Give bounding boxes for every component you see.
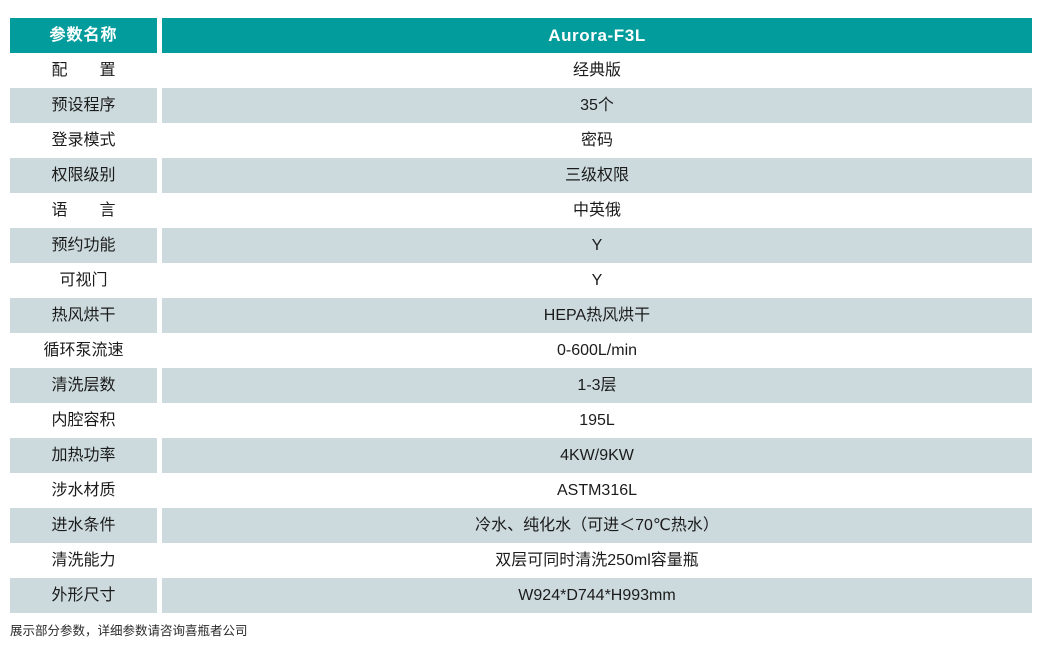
table-row: 权限级别 三级权限	[10, 158, 1032, 193]
column-divider	[157, 578, 162, 613]
column-divider	[157, 18, 162, 53]
row-label: 热风烘干	[10, 298, 157, 333]
table-row: 语 言中英俄	[10, 193, 1032, 228]
column-divider	[157, 88, 162, 123]
row-label: 可视门	[10, 263, 157, 298]
row-value: Y	[162, 228, 1032, 263]
row-value: 0-600L/min	[162, 333, 1032, 368]
row-label: 配 置	[10, 53, 157, 88]
column-divider	[157, 403, 162, 438]
table-row: 预约功能 Y	[10, 228, 1032, 263]
row-label: 循环泵流速	[10, 333, 157, 368]
row-value: 35个	[162, 88, 1032, 123]
table-header-row: 参数名称 Aurora-F3L	[10, 18, 1032, 53]
row-label: 外形尺寸	[10, 578, 157, 613]
table-header: 参数名称 Aurora-F3L	[10, 18, 1032, 53]
table-row: 外形尺寸 W924*D744*H993mm	[10, 578, 1032, 613]
row-label: 加热功率	[10, 438, 157, 473]
column-divider	[157, 193, 162, 228]
row-label: 内腔容积	[10, 403, 157, 438]
row-value: HEPA热风烘干	[162, 298, 1032, 333]
row-label: 权限级别	[10, 158, 157, 193]
column-divider	[157, 473, 162, 508]
table-row: 预设程序 35个	[10, 88, 1032, 123]
row-label: 清洗能力	[10, 543, 157, 578]
table-row: 可视门 Y	[10, 263, 1032, 298]
row-label: 涉水材质	[10, 473, 157, 508]
table-body: 配 置经典版 预设程序 35个 登录模式 密码 权限级别 三级权限语 言中英俄 预约功能 Y 可视…	[10, 53, 1032, 613]
table-row: 配 置经典版	[10, 53, 1032, 88]
table-row: 加热功率 4KW/9KW	[10, 438, 1032, 473]
table-row: 清洗能力 双层可同时清洗250ml容量瓶	[10, 543, 1032, 578]
column-divider	[157, 263, 162, 298]
row-value: 双层可同时清洗250ml容量瓶	[162, 543, 1032, 578]
header-label-parameter-name: 参数名称	[10, 18, 157, 53]
row-value: 195L	[162, 403, 1032, 438]
footnote-text: 展示部分参数，详细参数请咨询喜瓶者公司	[10, 624, 248, 638]
column-divider	[157, 228, 162, 263]
row-value: 经典版	[162, 53, 1032, 88]
column-divider	[157, 53, 162, 88]
header-value-model-name: Aurora-F3L	[162, 18, 1032, 53]
column-divider	[157, 333, 162, 368]
row-label: 登录模式	[10, 123, 157, 158]
row-label: 预约功能	[10, 228, 157, 263]
row-value: Y	[162, 263, 1032, 298]
row-label: 清洗层数	[10, 368, 157, 403]
column-divider	[157, 368, 162, 403]
row-label: 语 言	[10, 193, 157, 228]
column-divider	[157, 508, 162, 543]
column-divider	[157, 123, 162, 158]
row-value: 1-3层	[162, 368, 1032, 403]
table-row: 涉水材质 ASTM316L	[10, 473, 1032, 508]
table-row: 进水条件 冷水、纯化水（可进＜70℃热水）	[10, 508, 1032, 543]
table-row: 热风烘干 HEPA热风烘干	[10, 298, 1032, 333]
row-label: 进水条件	[10, 508, 157, 543]
row-value: 4KW/9KW	[162, 438, 1032, 473]
table-row: 内腔容积 195L	[10, 403, 1032, 438]
row-value: 冷水、纯化水（可进＜70℃热水）	[162, 508, 1032, 543]
table-row: 循环泵流速 0-600L/min	[10, 333, 1032, 368]
column-divider	[157, 438, 162, 473]
column-divider	[157, 543, 162, 578]
row-value: W924*D744*H993mm	[162, 578, 1032, 613]
row-value: ASTM316L	[162, 473, 1032, 508]
row-value: 中英俄	[162, 193, 1032, 228]
row-label: 预设程序	[10, 88, 157, 123]
specification-table: 参数名称 Aurora-F3L 配 置经典版 预设程序 35个 登录模式 密码 权限级别三…	[10, 18, 1032, 613]
row-value: 三级权限	[162, 158, 1032, 193]
column-divider	[157, 158, 162, 193]
column-divider	[157, 298, 162, 333]
table-row: 登录模式 密码	[10, 123, 1032, 158]
row-value: 密码	[162, 123, 1032, 158]
table-row: 清洗层数 1-3层	[10, 368, 1032, 403]
